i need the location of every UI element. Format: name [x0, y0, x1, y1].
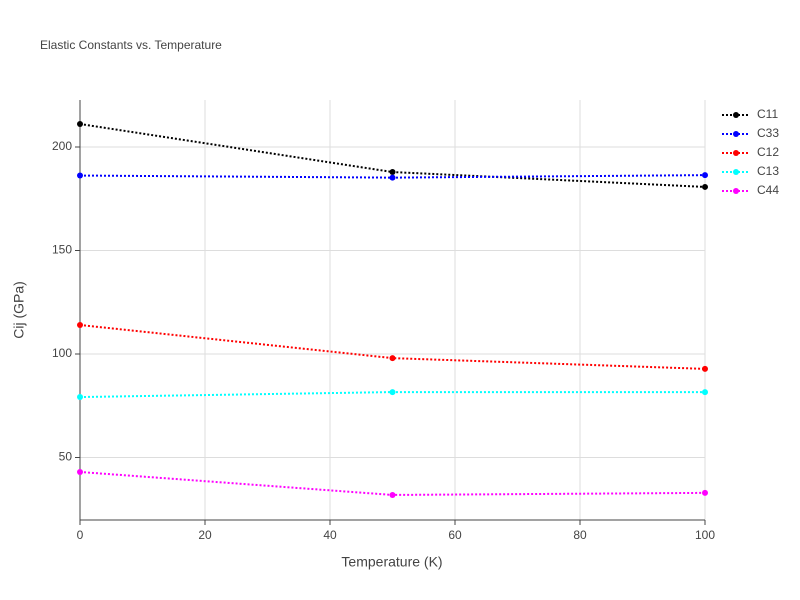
point [702, 183, 708, 190]
y-tick-label: 100 [52, 346, 72, 360]
line [79, 470, 706, 496]
point [77, 121, 83, 128]
legend-label: C12 [757, 145, 779, 159]
x-axis-title: Temperature (K) [341, 554, 442, 570]
legend-marker [733, 169, 739, 175]
legend-label: C11 [757, 107, 778, 121]
legend-marker [733, 188, 739, 194]
chart-title: Elastic Constants vs. Temperature [40, 38, 222, 52]
legend-label: C13 [757, 164, 779, 178]
legend-marker [733, 150, 739, 156]
line [79, 324, 706, 370]
x-tick-label: 60 [448, 528, 462, 542]
point [702, 489, 708, 496]
point [77, 468, 83, 475]
point [389, 174, 396, 181]
y-tick-label: 50 [59, 450, 73, 464]
x-tick-label: 100 [695, 528, 715, 542]
point [389, 389, 396, 396]
x-tick-label: 0 [77, 528, 84, 542]
point [389, 355, 396, 362]
point [702, 365, 708, 372]
point [77, 322, 83, 329]
x-tick-label: 20 [198, 528, 212, 542]
y-tick-label: 150 [52, 243, 72, 257]
point [77, 172, 83, 179]
point [77, 394, 83, 401]
y-tick-label: 200 [52, 139, 72, 153]
legend-marker [733, 131, 739, 137]
point [702, 172, 708, 179]
legend-marker [733, 112, 739, 118]
point [389, 491, 396, 498]
legend-label: C44 [757, 183, 779, 197]
point [702, 389, 708, 396]
legend-label: C33 [757, 126, 779, 140]
x-tick-label: 80 [573, 528, 587, 542]
point [389, 169, 396, 176]
y-axis-title: Cij (GPa) [11, 281, 27, 339]
x-tick-label: 40 [323, 528, 337, 542]
